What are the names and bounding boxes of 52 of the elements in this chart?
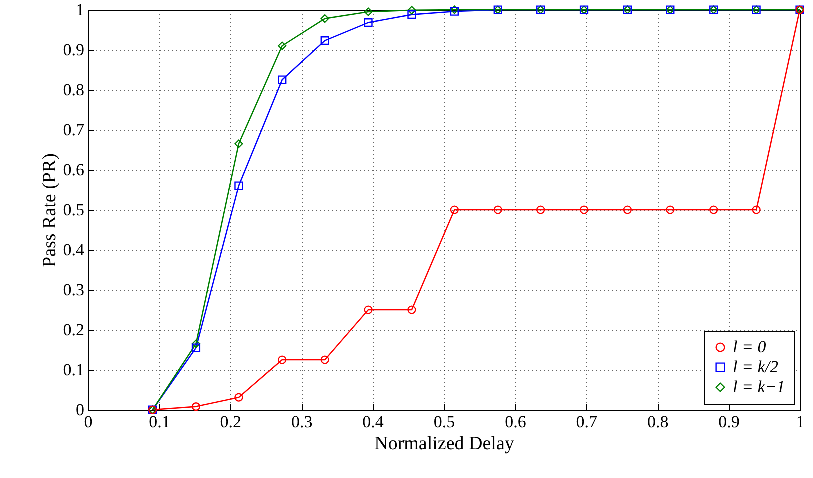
point [623,206,632,214]
y-tick-label: 0.6 [63,160,84,180]
y-tick-label: 0.2 [63,320,84,340]
point [408,306,416,314]
x-tick-label: 0.5 [434,412,456,432]
point [580,206,589,214]
y-tick-label: 0.7 [63,120,85,140]
point [710,206,718,214]
point [320,14,330,24]
point [450,206,459,214]
point [364,8,373,16]
legend-label: l = k−1 [733,378,786,396]
y-tick-label: 0.4 [63,240,85,260]
legend-label: l = k/2 [733,358,779,376]
point [536,206,546,214]
point [364,306,373,314]
point [666,206,675,214]
y-tick-label: 1 [76,0,84,20]
point [320,36,330,46]
point [192,402,201,412]
point [364,18,373,28]
x-tick-label: 0.1 [149,412,170,432]
y-axis-title: Pass Rate (PR) [39,154,60,268]
point [234,140,244,148]
point [278,356,287,364]
legend-label: l = 0 [733,338,767,356]
point [408,10,416,20]
point [234,393,244,402]
x-tick-label: 0.3 [291,412,313,432]
x-tick-label: 0.4 [362,412,384,432]
y-tick-label: 0.9 [63,40,84,60]
point [192,344,201,352]
y-tick-label: 0.1 [63,360,84,380]
x-tick-label: 0.8 [647,412,669,432]
point [408,6,416,15]
point [234,182,244,190]
y-tick-label: 0.8 [63,80,84,100]
y-tick-label: 0 [76,400,84,420]
point [278,42,287,50]
x-tick-label: 0.7 [576,412,598,432]
x-tick-label: 0.6 [505,412,526,432]
x-axis-title: Normalized Delay [374,434,515,454]
point [752,206,761,214]
x-tick-label: 0.2 [220,412,242,432]
y-tick-label: 0.5 [63,200,84,220]
x-tick-label: 0.9 [718,412,740,432]
point [192,340,201,348]
point [278,76,287,84]
point [320,356,330,364]
y-tick-label: 0.3 [63,280,84,300]
point [494,206,502,214]
x-tick-label: 1 [796,412,805,432]
